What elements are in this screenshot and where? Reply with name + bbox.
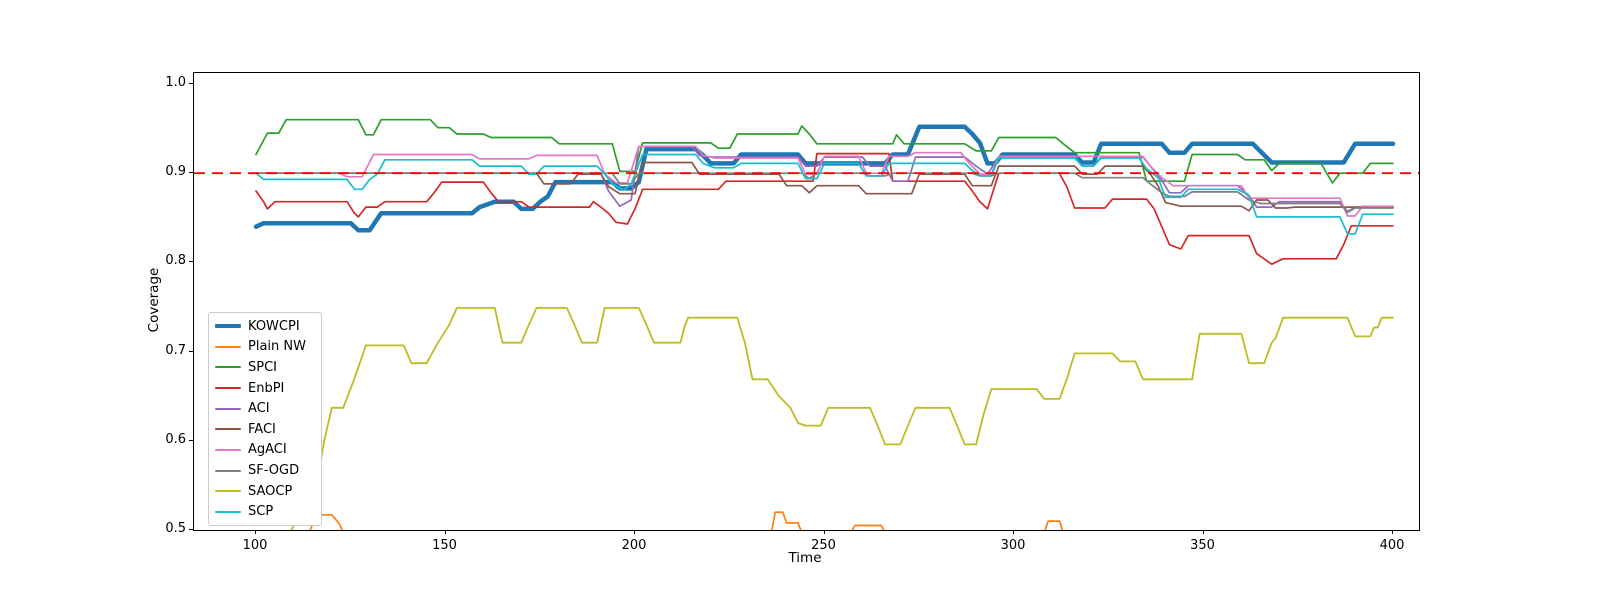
legend-item-sf-ogd: SF-OGD xyxy=(215,461,315,480)
legend-label: Plain NW xyxy=(248,339,306,355)
series-line-sf-ogd xyxy=(255,172,1394,214)
y-tick-label: 0.7 xyxy=(165,342,186,358)
y-tick-label: 0.9 xyxy=(165,164,186,180)
x-tick-mark xyxy=(1392,530,1393,534)
x-tick-label: 150 xyxy=(432,538,457,553)
x-axis-label: Time xyxy=(788,550,822,566)
y-tick-mark xyxy=(189,529,193,530)
legend-label: SAOCP xyxy=(248,483,293,499)
series-line-faci xyxy=(255,161,1394,212)
series-line-kowcpi xyxy=(253,124,1396,233)
y-tick-label: 0.8 xyxy=(165,253,186,269)
legend-item-scp: SCP xyxy=(215,502,315,521)
series-line-enbpi xyxy=(255,152,1394,266)
x-tick-label: 100 xyxy=(242,538,268,553)
y-tick-label: 0.5 xyxy=(165,521,186,536)
series-line-saocp xyxy=(290,306,1394,530)
x-tick-label: 200 xyxy=(621,538,647,553)
legend-line-sample xyxy=(215,345,241,348)
x-tick-label: 300 xyxy=(1000,538,1026,553)
legend-line-sample xyxy=(215,428,241,431)
legend-label: SF-OGD xyxy=(248,463,300,478)
legend-label: EnbPI xyxy=(248,380,285,396)
legend-line-sample xyxy=(215,510,241,513)
legend-item-enbpi: EnbPI xyxy=(215,379,315,398)
legend-item-saocp: SAOCP xyxy=(215,482,315,501)
plot-area xyxy=(193,72,1420,531)
series-line-plain-nw xyxy=(309,511,1064,530)
y-tick-mark xyxy=(189,172,193,174)
legend-label: FACI xyxy=(248,421,276,437)
x-tick-mark xyxy=(634,530,635,534)
legend-label: AgACI xyxy=(248,442,287,458)
y-tick-mark xyxy=(189,261,193,263)
x-tick-label: 250 xyxy=(811,538,836,553)
legend-line-sample xyxy=(215,490,241,493)
series-lines xyxy=(253,118,1396,530)
legend: KOWCPI Plain NW SPCI EnbPI ACI FACI AgACI SF-OG… xyxy=(208,312,322,526)
y-tick-label: 1.0 xyxy=(165,75,186,90)
legend-item-faci: FACI xyxy=(215,420,315,439)
legend-line-sample xyxy=(215,366,241,369)
y-tick-mark xyxy=(189,350,193,352)
legend-label: KOWCPI xyxy=(248,318,300,334)
y-tick-mark xyxy=(189,439,193,441)
y-tick-label: 0.6 xyxy=(165,431,186,447)
x-tick-mark xyxy=(1013,530,1014,534)
legend-item-kowcpi: KOWCPI xyxy=(215,317,315,336)
legend-line-sample xyxy=(215,448,241,451)
x-tick-mark xyxy=(823,530,825,534)
legend-label: SPCI xyxy=(248,359,278,375)
y-tick-mark xyxy=(189,83,193,84)
x-tick-mark xyxy=(444,530,446,534)
series-line-scp xyxy=(255,153,1394,235)
legend-label: SCP xyxy=(248,504,274,520)
legend-label: ACI xyxy=(248,401,270,417)
legend-item-aci: ACI xyxy=(215,399,315,418)
x-tick-mark xyxy=(1202,530,1204,534)
y-axis-label: Coverage xyxy=(146,267,162,333)
legend-line-sample xyxy=(215,407,241,410)
legend-line-sample xyxy=(215,387,241,389)
x-tick-label: 400 xyxy=(1379,538,1405,553)
legend-item-spci: SPCI xyxy=(215,358,315,377)
legend-item-plain-nw: Plain NW xyxy=(215,337,315,356)
legend-line-sample xyxy=(215,323,241,329)
series-line-spci xyxy=(255,118,1394,184)
x-tick-mark xyxy=(255,530,256,534)
series-line-agaci xyxy=(255,145,1394,217)
legend-line-sample xyxy=(215,469,241,472)
legend-item-agaci: AgACI xyxy=(215,440,315,459)
x-tick-label: 350 xyxy=(1190,538,1215,553)
plot-svg xyxy=(194,118,1419,530)
